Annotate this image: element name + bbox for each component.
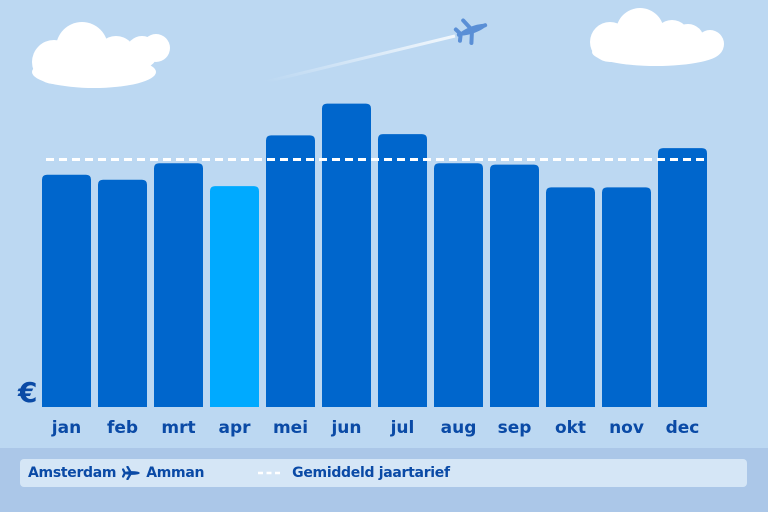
price-bar-chart: jan feb mrt apr mei jun jul aug sep okt nov dec xyxy=(0,0,768,450)
airplane-icon xyxy=(122,466,140,480)
x-tick-label-jan: jan xyxy=(51,418,81,438)
destination-city: Amman xyxy=(146,465,204,481)
y-axis-currency-symbol: € xyxy=(18,376,37,409)
x-tick-label-apr: apr xyxy=(218,418,251,438)
bar-apr[interactable] xyxy=(210,186,259,407)
bar-jul[interactable] xyxy=(378,134,427,407)
x-tick-label-feb: feb xyxy=(107,418,138,438)
bar-jan[interactable] xyxy=(42,175,91,407)
x-tick-label-jul: jul xyxy=(390,418,415,438)
bar-sep[interactable] xyxy=(490,165,539,407)
x-tick-label-jun: jun xyxy=(330,418,361,438)
route-label: Amsterdam Amman xyxy=(28,465,204,481)
bar-mei[interactable] xyxy=(266,135,315,407)
x-tick-label-okt: okt xyxy=(555,418,586,438)
bar-dec[interactable] xyxy=(658,148,707,407)
bar-feb[interactable] xyxy=(98,180,147,407)
bar-mrt[interactable] xyxy=(154,163,203,407)
bar-okt[interactable] xyxy=(546,187,595,407)
x-tick-label-mrt: mrt xyxy=(161,418,195,438)
origin-city: Amsterdam xyxy=(28,465,116,481)
bar-nov[interactable] xyxy=(602,187,651,407)
x-tick-label-mei: mei xyxy=(273,418,308,438)
average-legend-entry: Gemiddeld jaartarief xyxy=(258,465,450,481)
x-tick-label-sep: sep xyxy=(498,418,532,438)
x-tick-label-nov: nov xyxy=(609,418,644,438)
bar-aug[interactable] xyxy=(434,163,483,407)
x-tick-label-dec: dec xyxy=(666,418,700,438)
bar-jun[interactable] xyxy=(322,104,371,407)
chart-legend: Amsterdam Amman Gemiddeld jaartarief xyxy=(20,459,747,487)
dashed-line-icon xyxy=(258,470,282,476)
average-label: Gemiddeld jaartarief xyxy=(292,465,450,481)
x-tick-label-aug: aug xyxy=(441,418,477,438)
